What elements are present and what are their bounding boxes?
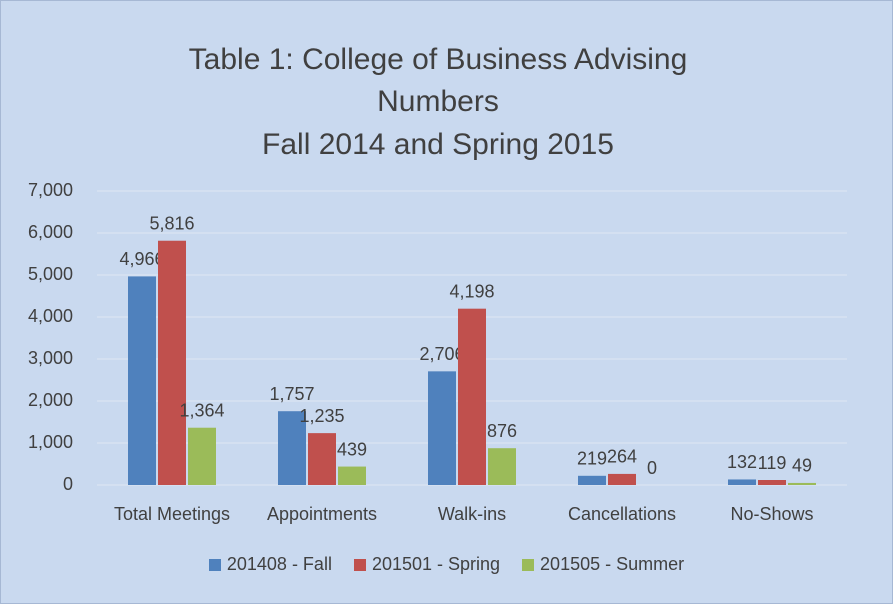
legend-item: 201505 - Summer [522, 554, 684, 575]
y-tick-label: 5,000 [28, 264, 73, 284]
value-label: 1,364 [179, 400, 224, 420]
legend-label: 201505 - Summer [540, 554, 685, 574]
x-tick-label: Appointments [267, 504, 377, 524]
y-tick-label: 3,000 [28, 348, 73, 368]
value-label: 119 [758, 453, 787, 473]
legend: 201408 - Fall 201501 - Spring 201505 - Sum… [1, 554, 892, 575]
bar [188, 427, 216, 485]
value-label: 264 [607, 447, 637, 467]
value-label: 5,816 [149, 213, 194, 233]
bar [278, 411, 306, 485]
legend-label: 201501 - Spring [371, 554, 501, 574]
legend-swatch [208, 558, 221, 571]
value-label: 2,706 [419, 344, 464, 364]
x-tick-label: No-Shows [730, 504, 813, 524]
bar [308, 433, 336, 485]
y-tick-label: 2,000 [28, 390, 73, 410]
value-label: 876 [487, 421, 517, 441]
bar [488, 448, 516, 485]
x-tick-label: Cancellations [568, 504, 676, 524]
value-label: 1,757 [269, 384, 314, 404]
legend-swatch [353, 558, 366, 571]
value-label: 4,966 [119, 249, 164, 269]
value-label: 49 [792, 456, 812, 476]
value-label: 219 [577, 449, 607, 469]
bar [788, 482, 816, 485]
legend-label: 201408 - Fall [226, 554, 332, 574]
value-label: 439 [337, 439, 367, 459]
bar [578, 475, 606, 485]
x-tick-label: Walk-ins [438, 504, 506, 524]
y-tick-label: 6,000 [28, 222, 73, 242]
y-tick-label: 0 [63, 474, 73, 494]
bar [128, 276, 156, 485]
bar [608, 473, 636, 485]
value-label: 0 [647, 458, 657, 478]
bar [458, 308, 486, 485]
legend-swatch [522, 558, 535, 571]
chart-title: Table 1: College of Business Advising Nu… [188, 43, 688, 118]
y-tick-label: 7,000 [28, 180, 73, 200]
y-tick-label: 4,000 [28, 306, 73, 326]
bar [428, 371, 456, 485]
value-label: 4,198 [449, 281, 494, 301]
y-tick-label: 1,000 [28, 432, 73, 452]
x-tick-label: Total Meetings [114, 504, 230, 524]
value-label: 1,235 [299, 406, 344, 426]
legend-item: 201408 - Fall [208, 554, 332, 575]
chart-subtitle: Fall 2014 and Spring 2015 [262, 128, 614, 161]
bar [338, 466, 366, 485]
bar [728, 479, 756, 485]
value-label: 132 [727, 452, 757, 472]
legend-item: 201501 - Spring [353, 554, 501, 575]
bar [158, 240, 186, 485]
bar [758, 480, 786, 485]
